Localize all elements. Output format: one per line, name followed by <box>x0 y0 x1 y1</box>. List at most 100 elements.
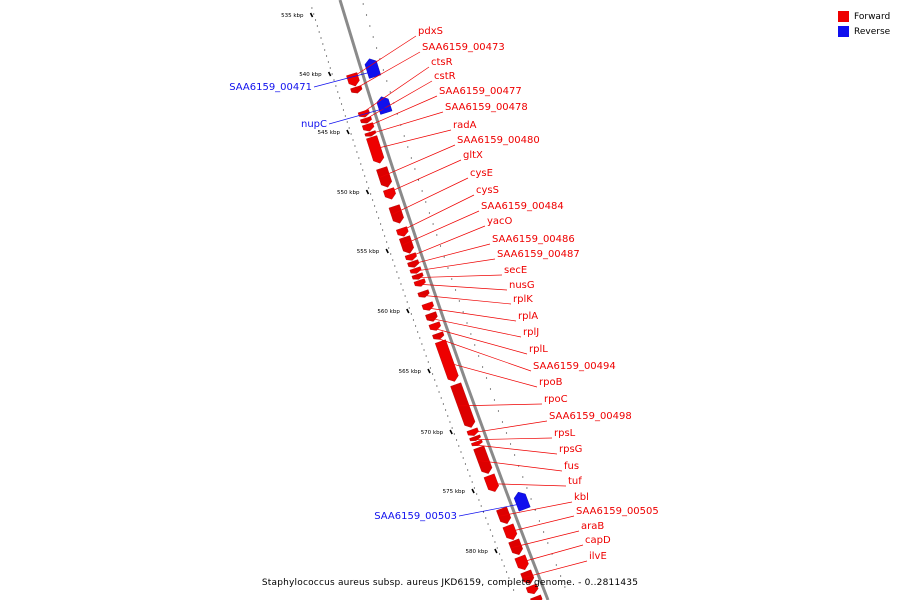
forward-gene-feature[interactable] <box>361 122 375 132</box>
forward-gene-label[interactable]: SAA6159_00486 <box>492 234 575 245</box>
ruler-minor-tick <box>467 469 469 471</box>
reverse-gene-label[interactable]: SAA6159_00503 <box>374 511 457 522</box>
forward-gene-label[interactable]: SAA6159_00494 <box>533 361 616 372</box>
forward-gene-label[interactable]: yacO <box>487 216 513 227</box>
forward-gene-label[interactable]: SAA6159_00478 <box>445 102 528 113</box>
forward-gene-feature[interactable] <box>434 339 459 382</box>
forward-gene-feature[interactable] <box>525 583 539 595</box>
forward-gene-label[interactable]: kbl <box>574 492 589 503</box>
reverse-gene-feature[interactable] <box>513 491 531 512</box>
forward-gene-feature[interactable] <box>421 301 434 311</box>
forward-gene-label[interactable]: rplA <box>518 311 538 322</box>
ruler-minor-tick <box>368 187 370 189</box>
ruler-minor-tick <box>476 493 478 495</box>
forward-gene-feature[interactable] <box>366 135 385 164</box>
forward-gene-label[interactable]: cysS <box>476 185 499 196</box>
ruler-minor-tick <box>494 541 496 543</box>
forward-gene-label[interactable]: SAA6159_00498 <box>549 411 632 422</box>
forward-gene-feature[interactable] <box>346 72 360 87</box>
forward-gene-feature[interactable] <box>483 473 499 492</box>
forward-gene-label[interactable]: cysE <box>470 168 493 179</box>
forward-gene-label[interactable]: fus <box>564 461 579 472</box>
ruler-minor-tick <box>455 439 458 441</box>
forward-gene-label[interactable]: rplJ <box>523 327 539 338</box>
forward-gene-label[interactable]: cstR <box>434 71 456 82</box>
ruler-minor-tick <box>449 421 451 423</box>
gene-leader-line <box>523 560 588 579</box>
ruler-minor-tick <box>432 223 434 225</box>
forward-gene-feature[interactable] <box>360 116 372 124</box>
forward-gene-feature[interactable] <box>407 259 420 268</box>
forward-gene-feature[interactable] <box>409 266 422 274</box>
forward-gene-label[interactable]: rplK <box>513 294 533 305</box>
ruler-major-tick <box>471 488 475 494</box>
forward-gene-label[interactable]: pdxS <box>418 26 443 37</box>
forward-gene-feature[interactable] <box>364 130 377 137</box>
forward-gene-label[interactable]: SAA6159_00473 <box>422 42 505 53</box>
ruler-minor-tick <box>547 542 549 544</box>
ruler-tick-label: 555 kbp <box>357 249 380 255</box>
forward-gene-label[interactable]: SAA6159_00480 <box>457 135 540 146</box>
forward-gene-label[interactable]: SAA6159_00487 <box>497 249 580 260</box>
forward-gene-feature[interactable] <box>413 278 426 287</box>
ruler-minor-tick <box>555 564 557 566</box>
ruler-minor-tick <box>354 145 356 147</box>
forward-gene-feature[interactable] <box>417 289 430 298</box>
ruler-minor-tick <box>440 397 442 399</box>
forward-gene-feature[interactable] <box>350 85 363 94</box>
forward-gene-label[interactable]: rpoB <box>539 377 563 388</box>
forward-gene-label[interactable]: rpoC <box>544 394 568 405</box>
ruler-minor-tick <box>404 295 406 297</box>
ruler-minor-tick <box>482 511 485 513</box>
ruler-minor-tick <box>444 409 447 411</box>
forward-gene-label[interactable]: nusG <box>509 280 535 291</box>
forward-gene-feature[interactable] <box>388 204 404 224</box>
ruler-minor-tick <box>421 343 423 345</box>
reverse-gene-label[interactable]: nupC <box>301 119 327 130</box>
ruler-minor-tick <box>377 217 380 219</box>
forward-gene-label[interactable]: rplL <box>529 344 548 355</box>
forward-gene-feature[interactable] <box>383 187 396 200</box>
forward-gene-label[interactable]: gltX <box>463 150 483 161</box>
reverse-gene-label[interactable]: SAA6159_00471 <box>229 82 312 93</box>
gene-leader-line <box>517 544 584 564</box>
ruler-minor-tick <box>478 355 480 357</box>
forward-gene-feature[interactable] <box>450 382 476 428</box>
forward-gene-feature[interactable] <box>471 439 483 447</box>
forward-gene-feature[interactable] <box>473 445 493 474</box>
ruler-major-tick <box>346 129 350 135</box>
forward-gene-label[interactable]: radA <box>453 120 477 131</box>
ruler-minor-tick <box>316 25 318 27</box>
forward-gene-label[interactable]: SAA6159_00477 <box>439 86 522 97</box>
forward-gene-feature[interactable] <box>466 427 479 436</box>
forward-gene-feature[interactable] <box>428 321 441 331</box>
forward-gene-feature[interactable] <box>530 594 543 600</box>
forward-gene-label[interactable]: rpsG <box>559 444 582 455</box>
ruler-minor-tick <box>453 433 455 435</box>
forward-gene-label[interactable]: ctsR <box>431 57 453 68</box>
reverse-gene-feature[interactable] <box>376 96 393 115</box>
ruler-minor-tick <box>352 139 354 141</box>
ruler-minor-tick <box>458 445 460 447</box>
forward-gene-label[interactable]: secE <box>504 265 527 276</box>
forward-gene-feature[interactable] <box>399 235 414 254</box>
ruler-minor-tick <box>564 586 566 588</box>
forward-gene-label[interactable]: rpsL <box>554 428 576 439</box>
ruler-tick-label: 550 kbp <box>337 190 360 196</box>
ruler-minor-tick <box>489 529 491 531</box>
ruler-minor-tick <box>462 457 464 459</box>
reverse-gene-feature[interactable] <box>364 58 381 79</box>
forward-gene-label[interactable]: SAA6159_00484 <box>481 201 564 212</box>
forward-gene-label[interactable]: tuf <box>568 476 582 487</box>
forward-gene-label[interactable]: araB <box>581 521 604 532</box>
forward-gene-feature[interactable] <box>411 272 424 280</box>
ruler-minor-tick <box>425 355 427 357</box>
gene-leader-line <box>419 294 512 305</box>
forward-gene-label[interactable]: SAA6159_00505 <box>576 506 659 517</box>
forward-gene-label[interactable]: ilvE <box>589 551 607 562</box>
forward-gene-feature[interactable] <box>376 166 392 188</box>
ruler-minor-tick <box>501 559 503 561</box>
ruler-minor-tick <box>403 135 405 137</box>
forward-gene-label[interactable]: capD <box>585 535 611 546</box>
forward-gene-feature[interactable] <box>425 311 438 322</box>
